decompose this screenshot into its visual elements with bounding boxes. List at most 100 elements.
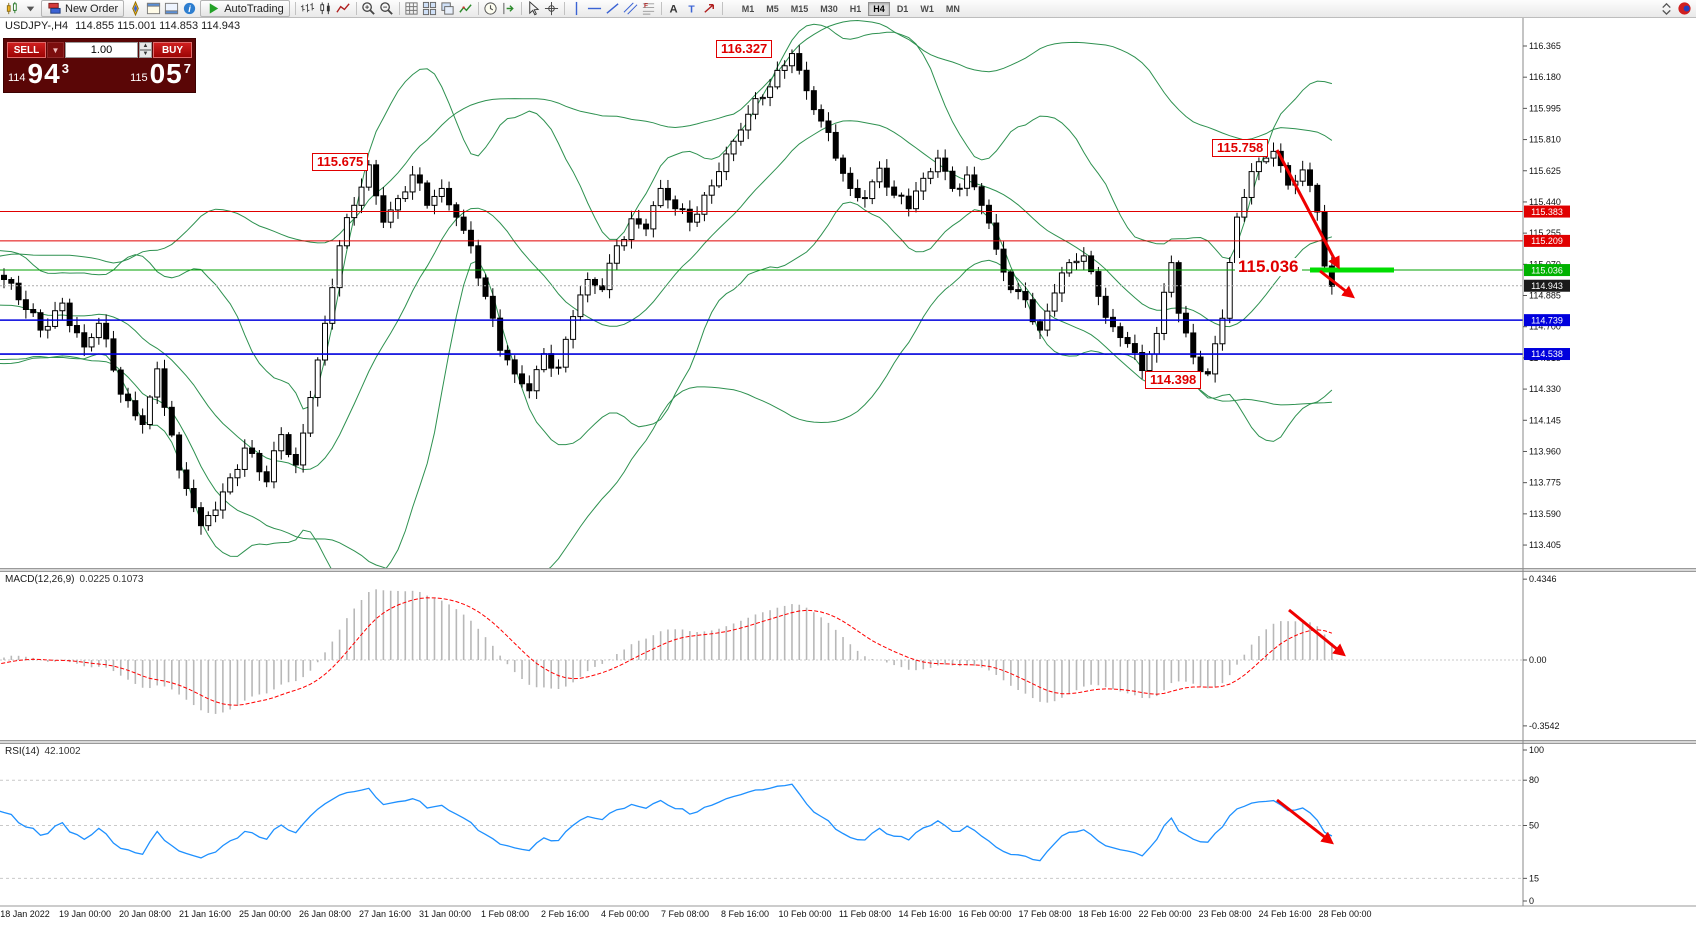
fibonacci-icon[interactable]: F: [640, 1, 658, 17]
candlestick-chart-icon[interactable]: [317, 1, 335, 17]
svg-text:-0.3542: -0.3542: [1529, 721, 1560, 731]
horizontal-line-icon[interactable]: [586, 1, 604, 17]
indicators-icon[interactable]: [457, 1, 475, 17]
svg-text:i: i: [188, 4, 191, 14]
time-axis: 18 Jan 2022 19 Jan 00:00 20 Jan 08:00 21 Ja…: [0, 909, 1371, 919]
volume-stepper[interactable]: ▲ ▼: [139, 42, 152, 58]
help-icon[interactable]: i: [180, 1, 198, 17]
timeframe-h4[interactable]: H4: [868, 1, 890, 16]
autotrading-button[interactable]: AutoTrading: [200, 0, 290, 17]
candlesticks: [1, 45, 1335, 535]
bar-chart-icon[interactable]: [299, 1, 317, 17]
tile-windows-icon[interactable]: [421, 1, 439, 17]
red-trend-arrow: [1276, 798, 1334, 845]
price-chip-115.383: 115.383: [1531, 207, 1563, 217]
zoom-in-icon[interactable]: [360, 1, 378, 17]
main-price-pane: [0, 19, 1523, 568]
vertical-line-icon[interactable]: [568, 1, 586, 17]
volume-dropdown-icon[interactable]: ▼: [47, 42, 64, 58]
cascade-windows-icon[interactable]: [439, 1, 457, 17]
volume-up-icon[interactable]: ▲: [139, 42, 152, 50]
red-trend-arrow: [1288, 608, 1346, 657]
toolbar-overflow-icon[interactable]: [1657, 1, 1675, 17]
price-axis: 116.365 116.180 115.995 115.810 115.625 115.4…: [1523, 41, 1570, 906]
navigator-icon[interactable]: [126, 1, 144, 17]
svg-text:50: 50: [1529, 821, 1539, 831]
svg-text:28 Feb 00:00: 28 Feb 00:00: [1318, 909, 1371, 919]
svg-text:20 Jan 08:00: 20 Jan 08:00: [119, 909, 171, 919]
new-chart-icon[interactable]: [3, 1, 21, 17]
toolbar: New Order i AutoTrading F A T M1 M5 M15 M30 H1 H4 D1…: [0, 0, 1696, 18]
grid-icon[interactable]: [403, 1, 421, 17]
symbol-period: USDJPY-,H4: [5, 20, 69, 32]
svg-text:116.365: 116.365: [1529, 41, 1561, 51]
svg-text:114.145: 114.145: [1529, 415, 1561, 425]
zoom-out-icon[interactable]: [378, 1, 396, 17]
line-chart-icon[interactable]: [335, 1, 353, 17]
toolbar-right-group: [1657, 1, 1693, 17]
ohlc-values: 114.855 115.001 114.853 114.943: [75, 20, 241, 32]
svg-text:18 Jan 2022: 18 Jan 2022: [0, 909, 50, 919]
timeframe-h1[interactable]: H1: [849, 3, 862, 14]
svg-text:10 Feb 00:00: 10 Feb 00:00: [778, 909, 831, 919]
volume-down-icon[interactable]: ▼: [139, 50, 152, 58]
toolbar-separator: [398, 2, 400, 15]
text-label-icon[interactable]: T: [683, 1, 701, 17]
svg-text:1 Feb 08:00: 1 Feb 08:00: [481, 909, 529, 919]
rsi-value: 42.1002: [44, 746, 81, 757]
svg-text:18 Feb 16:00: 18 Feb 16:00: [1078, 909, 1131, 919]
cursor-icon[interactable]: [525, 1, 543, 17]
svg-text:115.440: 115.440: [1529, 197, 1561, 207]
terminal-icon[interactable]: [162, 1, 180, 17]
ask-price: 115 05 7: [130, 58, 191, 89]
toolbar-separator: [294, 2, 296, 15]
bid-price: 114 94 3: [8, 58, 69, 89]
svg-text:115.255: 115.255: [1529, 228, 1561, 238]
sell-button[interactable]: SELL: [7, 42, 46, 58]
svg-text:19 Jan 00:00: 19 Jan 00:00: [59, 909, 111, 919]
svg-text:14 Feb 16:00: 14 Feb 16:00: [898, 909, 951, 919]
timeframe-m30[interactable]: M30: [820, 3, 838, 14]
auto-scroll-icon[interactable]: [482, 1, 500, 17]
svg-text:0.00: 0.00: [1529, 655, 1547, 665]
crosshair-icon[interactable]: [543, 1, 561, 17]
svg-text:80: 80: [1529, 775, 1539, 785]
timeframe-d1[interactable]: D1: [896, 3, 909, 14]
svg-text:24 Feb 16:00: 24 Feb 16:00: [1258, 909, 1311, 919]
macd-signal-line: [0, 597, 1333, 706]
buy-button[interactable]: BUY: [153, 42, 192, 58]
equidistant-channel-icon[interactable]: [622, 1, 640, 17]
trend-arrows[interactable]: [1275, 149, 1355, 845]
arrows-icon[interactable]: [701, 1, 719, 17]
new-order-button[interactable]: New Order: [41, 0, 125, 17]
market-watch-icon[interactable]: [144, 1, 162, 17]
timeframe-m5[interactable]: M5: [766, 3, 779, 14]
community-icon[interactable]: [1675, 1, 1693, 17]
bollinger-upper-20: [0, 23, 1333, 410]
timeframe-m1[interactable]: M1: [741, 3, 755, 14]
trendline-icon[interactable]: [604, 1, 622, 17]
text-icon[interactable]: A: [665, 1, 683, 17]
price-chip-115.209: 115.209: [1531, 236, 1563, 246]
rsi-pane: [0, 779, 1523, 879]
svg-text:100: 100: [1529, 745, 1544, 755]
chart-canvas[interactable]: 116.365 116.180 115.995 115.810 115.625 115.4…: [0, 18, 1696, 936]
chart-shift-icon[interactable]: [500, 1, 518, 17]
timeframe-w1[interactable]: W1: [920, 3, 934, 14]
one-click-trading-panel: SELL ▼ ▲ ▼ BUY 114 94 3 115 05 7: [3, 38, 196, 93]
svg-text:114.330: 114.330: [1529, 384, 1561, 394]
svg-text:2 Feb 16:00: 2 Feb 16:00: [541, 909, 589, 919]
timeframe-m15[interactable]: M15: [790, 3, 809, 14]
volume-input[interactable]: [65, 42, 138, 58]
macd-pane: [0, 589, 1523, 714]
toolbar-separator: [563, 2, 565, 15]
timeframe-mn[interactable]: MN: [945, 3, 960, 14]
price-chip-115.036: 115.036: [1531, 265, 1563, 275]
rsi-line: [0, 783, 1333, 862]
svg-text:0.4346: 0.4346: [1529, 574, 1557, 584]
svg-text:17 Feb 08:00: 17 Feb 08:00: [1018, 909, 1071, 919]
svg-text:T: T: [689, 5, 696, 16]
new-chart-dropdown-icon[interactable]: [21, 1, 39, 17]
svg-text:115.625: 115.625: [1529, 166, 1561, 176]
